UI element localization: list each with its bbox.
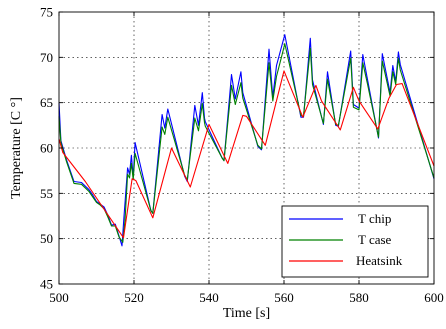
- legend-label-heatsink: Heatsink: [356, 253, 403, 268]
- y-axis-label: Temperature [C °]: [9, 97, 24, 199]
- x-tick-label-580: 580: [349, 290, 369, 305]
- y-tick-label-60: 60: [40, 141, 53, 156]
- legend-label-t-chip: T chip: [358, 211, 391, 226]
- grid-lines: [59, 12, 434, 284]
- series-line-t-case: [58, 43, 435, 243]
- y-tick-label-45: 45: [40, 277, 53, 292]
- x-axis-label: Time [s]: [223, 306, 270, 321]
- y-tick-label-65: 65: [40, 95, 53, 110]
- x-tick-label-560: 560: [274, 290, 294, 305]
- series-lines: [58, 34, 435, 247]
- x-tick-label-500: 500: [49, 290, 69, 305]
- series-line-heatsink: [58, 70, 435, 239]
- y-tick-label-55: 55: [40, 186, 53, 201]
- x-tick-label-600: 600: [424, 290, 444, 305]
- x-tick-label-520: 520: [124, 290, 144, 305]
- legend: T chip T case Heatsink: [281, 205, 429, 278]
- y-tick-label-75: 75: [40, 5, 53, 20]
- axis-ticks: [58, 11, 435, 285]
- x-tick-label-540: 540: [199, 290, 219, 305]
- y-tick-label-70: 70: [40, 50, 53, 65]
- legend-box: [281, 205, 429, 278]
- tick-labels: 500 520 540 560 580 600 45 50 55 60 65 70 75: [40, 5, 444, 306]
- y-tick-label-50: 50: [40, 231, 53, 246]
- legend-label-t-case: T case: [358, 232, 392, 247]
